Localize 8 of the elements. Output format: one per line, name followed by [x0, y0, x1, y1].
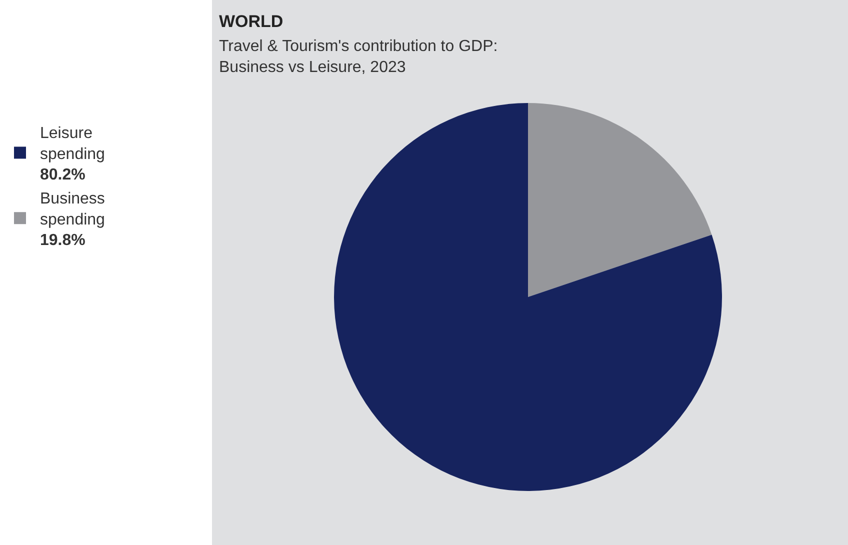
legend-label: Business spending: [40, 190, 105, 228]
legend-label: Leisure spending: [40, 125, 105, 163]
chart-subtitle: Travel & Tourism's contribution to GDP: Business vs Leisure, 2023: [219, 38, 498, 76]
pie-slice: [528, 103, 712, 297]
data-label: 19.8%: [40, 232, 86, 250]
data-label: 80.2%: [40, 166, 86, 184]
pie-slice: [334, 103, 722, 491]
chart-title: WORLD: [219, 12, 284, 31]
